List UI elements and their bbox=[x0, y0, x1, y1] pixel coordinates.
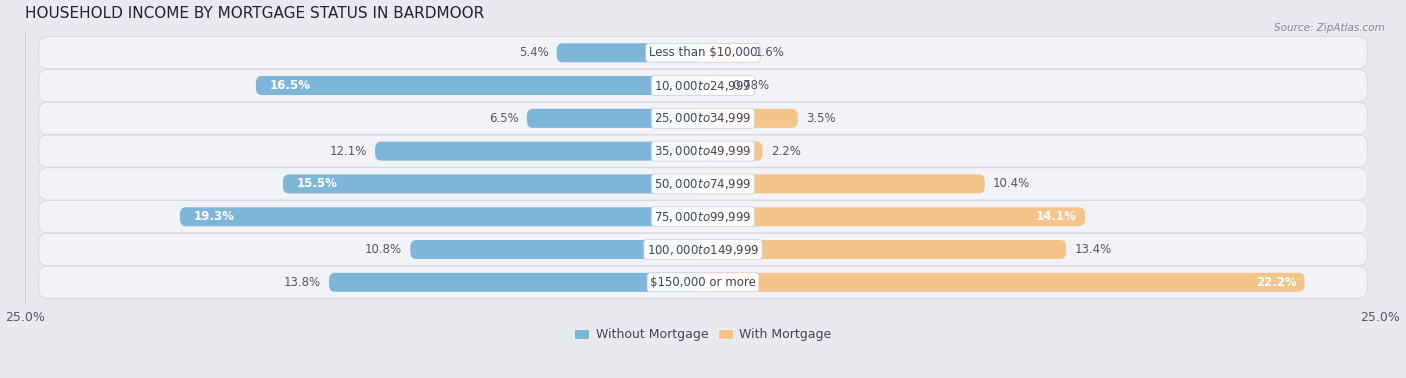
Text: $150,000 or more: $150,000 or more bbox=[650, 276, 756, 289]
FancyBboxPatch shape bbox=[375, 142, 703, 161]
FancyBboxPatch shape bbox=[703, 76, 724, 95]
Text: 13.4%: 13.4% bbox=[1074, 243, 1112, 256]
FancyBboxPatch shape bbox=[39, 135, 1367, 167]
Text: Source: ZipAtlas.com: Source: ZipAtlas.com bbox=[1274, 23, 1385, 33]
Text: 10.8%: 10.8% bbox=[366, 243, 402, 256]
FancyBboxPatch shape bbox=[180, 207, 703, 226]
Text: $10,000 to $24,999: $10,000 to $24,999 bbox=[654, 79, 752, 93]
FancyBboxPatch shape bbox=[329, 273, 703, 292]
FancyBboxPatch shape bbox=[703, 142, 762, 161]
Text: 3.5%: 3.5% bbox=[806, 112, 835, 125]
Text: HOUSEHOLD INCOME BY MORTGAGE STATUS IN BARDMOOR: HOUSEHOLD INCOME BY MORTGAGE STATUS IN B… bbox=[25, 6, 485, 20]
Text: 13.8%: 13.8% bbox=[284, 276, 321, 289]
Text: Less than $10,000: Less than $10,000 bbox=[648, 46, 758, 59]
FancyBboxPatch shape bbox=[527, 109, 703, 128]
Text: $25,000 to $34,999: $25,000 to $34,999 bbox=[654, 112, 752, 125]
Text: 15.5%: 15.5% bbox=[297, 177, 337, 191]
FancyBboxPatch shape bbox=[39, 70, 1367, 102]
FancyBboxPatch shape bbox=[39, 234, 1367, 266]
Text: 16.5%: 16.5% bbox=[270, 79, 311, 92]
FancyBboxPatch shape bbox=[256, 76, 703, 95]
Text: 14.1%: 14.1% bbox=[1036, 210, 1077, 223]
FancyBboxPatch shape bbox=[39, 37, 1367, 69]
FancyBboxPatch shape bbox=[703, 174, 984, 194]
FancyBboxPatch shape bbox=[411, 240, 703, 259]
Text: 19.3%: 19.3% bbox=[194, 210, 235, 223]
FancyBboxPatch shape bbox=[283, 174, 703, 194]
Text: 2.2%: 2.2% bbox=[770, 145, 800, 158]
Text: 0.78%: 0.78% bbox=[733, 79, 769, 92]
Text: $100,000 to $149,999: $100,000 to $149,999 bbox=[647, 243, 759, 257]
FancyBboxPatch shape bbox=[39, 201, 1367, 233]
FancyBboxPatch shape bbox=[39, 266, 1367, 298]
FancyBboxPatch shape bbox=[39, 102, 1367, 135]
FancyBboxPatch shape bbox=[39, 168, 1367, 200]
Legend: Without Mortgage, With Mortgage: Without Mortgage, With Mortgage bbox=[569, 323, 837, 346]
Text: $35,000 to $49,999: $35,000 to $49,999 bbox=[654, 144, 752, 158]
Text: 22.2%: 22.2% bbox=[1256, 276, 1296, 289]
Text: 6.5%: 6.5% bbox=[489, 112, 519, 125]
FancyBboxPatch shape bbox=[703, 273, 1305, 292]
FancyBboxPatch shape bbox=[703, 109, 797, 128]
Text: $75,000 to $99,999: $75,000 to $99,999 bbox=[654, 210, 752, 224]
Text: 1.6%: 1.6% bbox=[755, 46, 785, 59]
FancyBboxPatch shape bbox=[703, 43, 747, 62]
Text: 10.4%: 10.4% bbox=[993, 177, 1031, 191]
FancyBboxPatch shape bbox=[557, 43, 703, 62]
FancyBboxPatch shape bbox=[703, 240, 1066, 259]
Text: 5.4%: 5.4% bbox=[519, 46, 548, 59]
Text: 12.1%: 12.1% bbox=[329, 145, 367, 158]
Text: $50,000 to $74,999: $50,000 to $74,999 bbox=[654, 177, 752, 191]
FancyBboxPatch shape bbox=[703, 207, 1085, 226]
